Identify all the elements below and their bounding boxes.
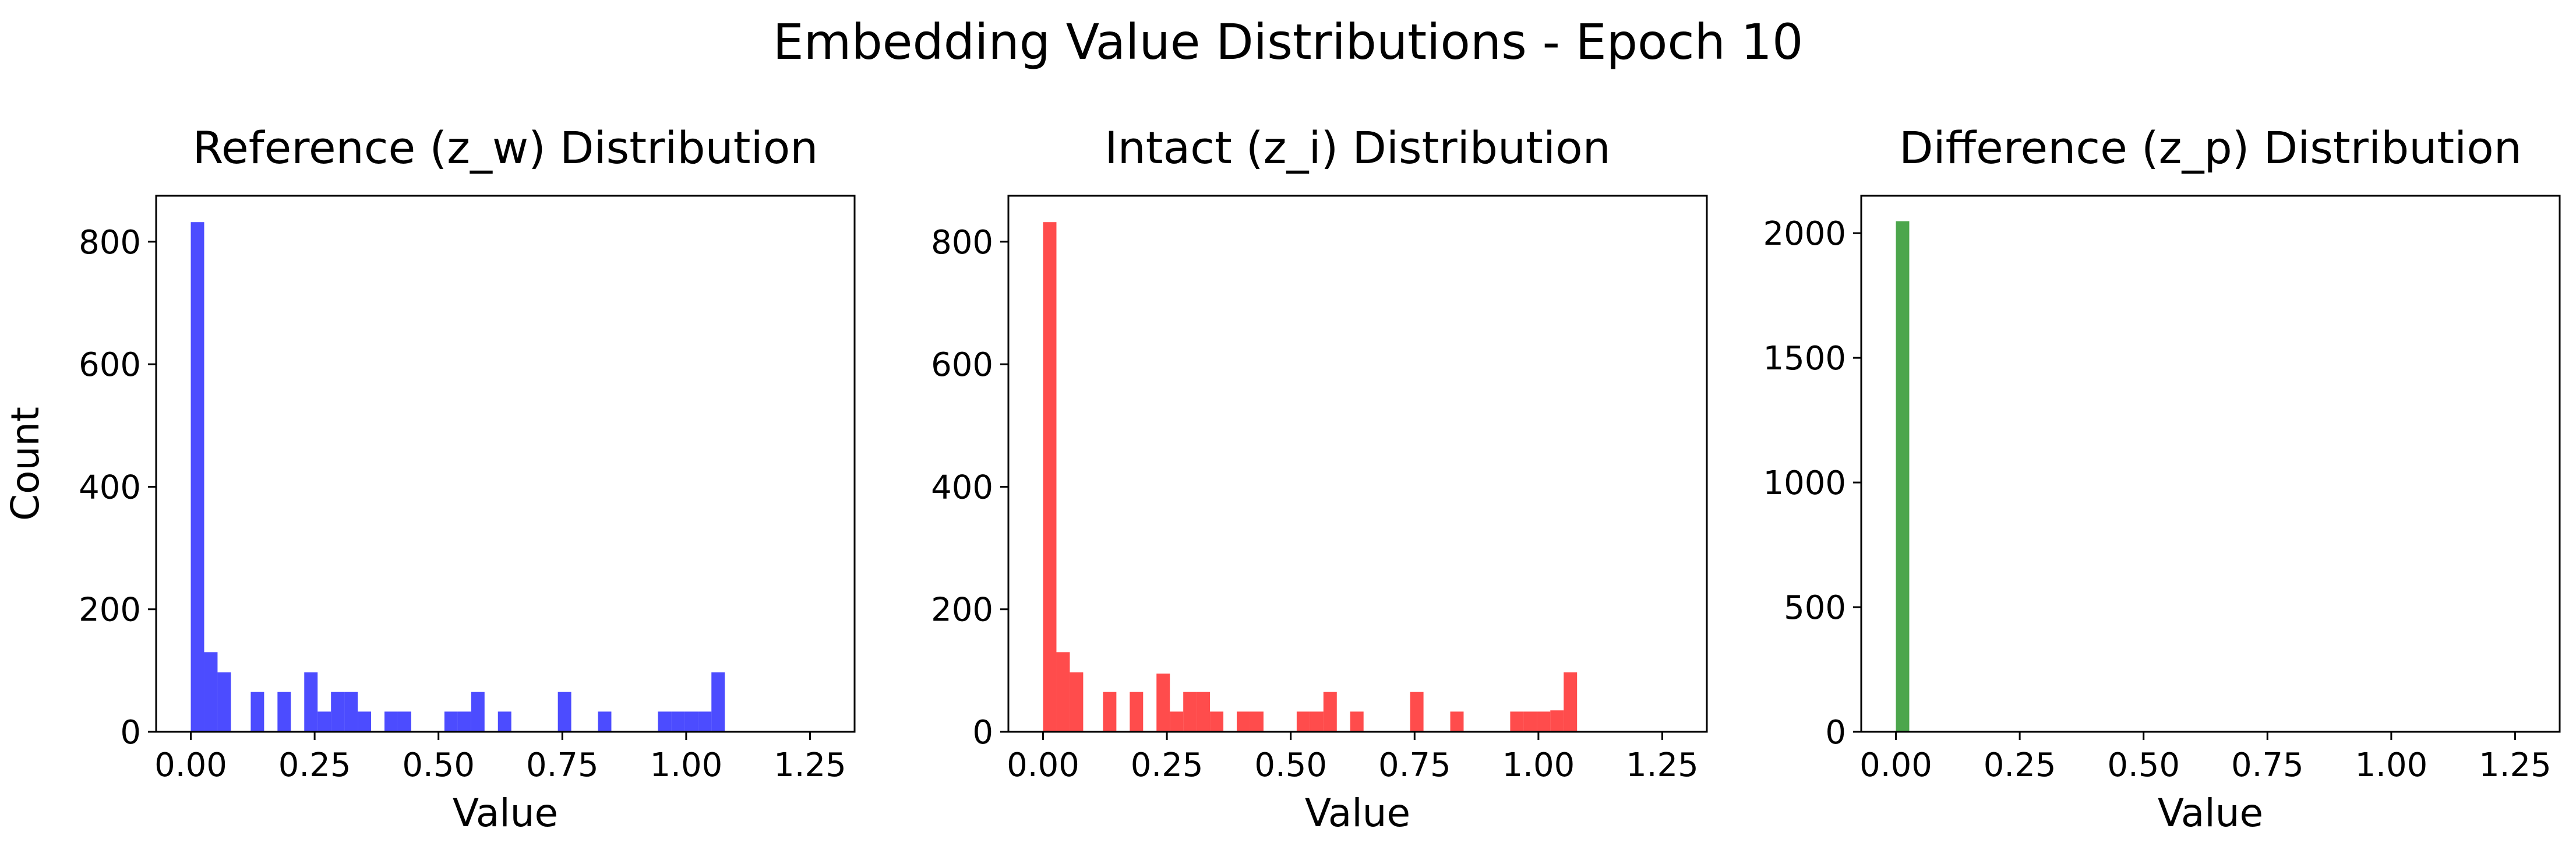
histogram-bar [1056,652,1070,732]
histogram-bar [557,692,571,732]
x-tick-label: 0.75 [2231,746,2304,784]
x-tick-label: 1.00 [1502,746,1575,784]
y-tick-label: 500 [1784,589,1846,627]
subplot-2: 0.00 0.25 0.50 0.75 1.00 1.25 0 200 400 600 800 Int… [931,122,1708,836]
y-tick-label: 600 [79,346,141,384]
histogram-bar [1450,711,1464,732]
x-tick-label: 0.50 [2107,746,2180,784]
y-tick-label: 1500 [1763,340,1846,378]
histogram-bar [1310,711,1324,732]
x-tick-label: 1.25 [774,746,846,784]
histogram-bar [711,672,725,732]
subplot-1: 0.00 0.25 0.50 0.75 1.00 1.25 0 200 400 600 800 Ref… [3,122,856,836]
histogram-bar [1564,672,1578,732]
x-tick-label: 1.00 [650,746,723,784]
subplot-title: Reference (z_w) Distribution [193,122,818,174]
y-tick-label: 400 [931,468,993,506]
histogram-bar [658,711,672,732]
histogram-bar [1197,692,1211,732]
histogram-bar [1550,710,1564,732]
subplot-title: Intact (z_i) Distribution [1104,122,1611,174]
histogram-bar [444,711,458,732]
histogram-bar [250,692,264,732]
y-tick-label: 800 [79,224,141,262]
y-tick-label: 2000 [1763,215,1846,253]
x-tick-label: 1.25 [2479,746,2552,784]
x-tick-label: 1.00 [2355,746,2428,784]
histogram-bar [1070,672,1084,732]
x-tick-label: 0.25 [1984,746,2056,784]
histogram-bar [457,711,471,732]
histogram-bar [1250,711,1264,732]
y-tick-label: 400 [79,468,141,506]
histogram-bar [204,652,218,732]
histogram-bar [317,711,331,732]
histogram-bar [471,692,485,732]
histogram-bar [1350,711,1364,732]
y-tick-label: 1000 [1763,464,1846,502]
y-axis-label: Count [3,407,48,521]
x-axis-label: Value [453,791,558,836]
histogram-bar [1237,711,1250,732]
histogram-bar [344,692,358,732]
axes-frame [155,195,856,733]
y-tick-label: 600 [931,346,993,384]
histogram-bar [598,711,612,732]
x-tick-label: 1.25 [1626,746,1699,784]
histogram-bar [671,711,685,732]
subplot-3: 0.00 0.25 0.50 0.75 1.00 1.25 0 500 1000 1500 2000… [1763,122,2561,836]
histogram-bar [684,711,698,732]
histogram-bar [358,711,372,732]
y-tick-label: 200 [79,591,141,629]
y-tick-label: 800 [931,224,993,262]
x-tick-label: 0.75 [526,746,599,784]
histogram-bar [277,692,291,732]
x-tick-label: 0.75 [1378,746,1451,784]
x-tick-label: 0.00 [1007,746,1079,784]
histogram-bar [497,711,511,732]
histogram-bar [1296,711,1310,732]
y-tick-label: 200 [931,591,993,629]
x-tick-label: 0.00 [154,746,227,784]
histogram-bar [1130,692,1144,732]
histogram-bar [1523,711,1537,732]
histogram-bar [304,672,318,732]
histogram-bar [1170,711,1184,732]
histogram-bar [1043,222,1057,732]
y-tick-label: 0 [120,714,141,752]
x-tick-label: 0.50 [402,746,475,784]
y-tick-label: 0 [972,714,993,752]
x-axis-label: Value [2158,791,2263,836]
histogram-bar [384,711,398,732]
histogram-bar [1156,674,1170,732]
histogram-bar [217,672,231,732]
histogram-bar [1323,692,1337,732]
x-tick-label: 0.25 [278,746,351,784]
x-tick-label: 0.25 [1131,746,1204,784]
histogram-bar [1103,692,1117,732]
axes-frame [1007,195,1708,733]
histogram-bar [1210,711,1224,732]
x-tick-label: 0.00 [1859,746,1932,784]
histogram-bar [1896,221,1910,732]
y-tick-label: 0 [1825,714,1846,752]
histogram-bar [1537,711,1551,732]
histogram-bar [1410,692,1424,732]
histogram-bar [397,711,411,732]
x-axis-label: Value [1305,791,1410,836]
figure-suptitle: Embedding Value Distributions - Epoch 10 [772,13,1804,71]
x-tick-label: 0.50 [1254,746,1327,784]
histogram-bar [190,222,204,732]
histogram-bar [1183,692,1197,732]
histogram-bar [1510,711,1524,732]
subplot-title: Difference (z_p) Distribution [1899,122,2522,174]
histogram-bar [698,711,712,732]
axes-frame [1860,195,2561,733]
histogram-bar [331,692,345,732]
